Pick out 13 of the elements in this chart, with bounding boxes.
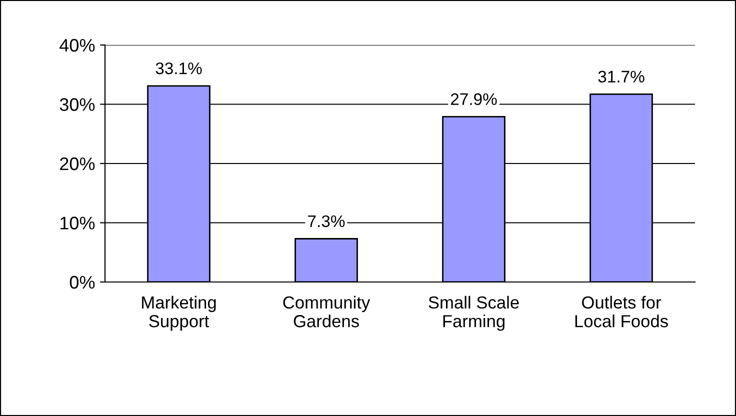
data-label: 7.3%: [308, 215, 345, 228]
x-tick-label: Outlets for Local Foods: [575, 296, 668, 328]
data-label: 31.7%: [598, 70, 644, 83]
x-tick-label: Marketing Support: [142, 296, 216, 331]
x-tick-label: Small Scale Farming: [428, 296, 519, 331]
x-tick-label: Community Gardens: [283, 296, 370, 328]
data-label: 27.9%: [450, 93, 497, 106]
y-tick-label: 40%: [60, 38, 95, 52]
data-label: 33.1%: [156, 62, 202, 74]
y-tick-label: 10%: [60, 216, 95, 230]
y-tick-label: 20%: [60, 157, 95, 170]
y-tick-label: 30%: [60, 98, 95, 111]
y-tick-label: 0%: [70, 276, 95, 289]
